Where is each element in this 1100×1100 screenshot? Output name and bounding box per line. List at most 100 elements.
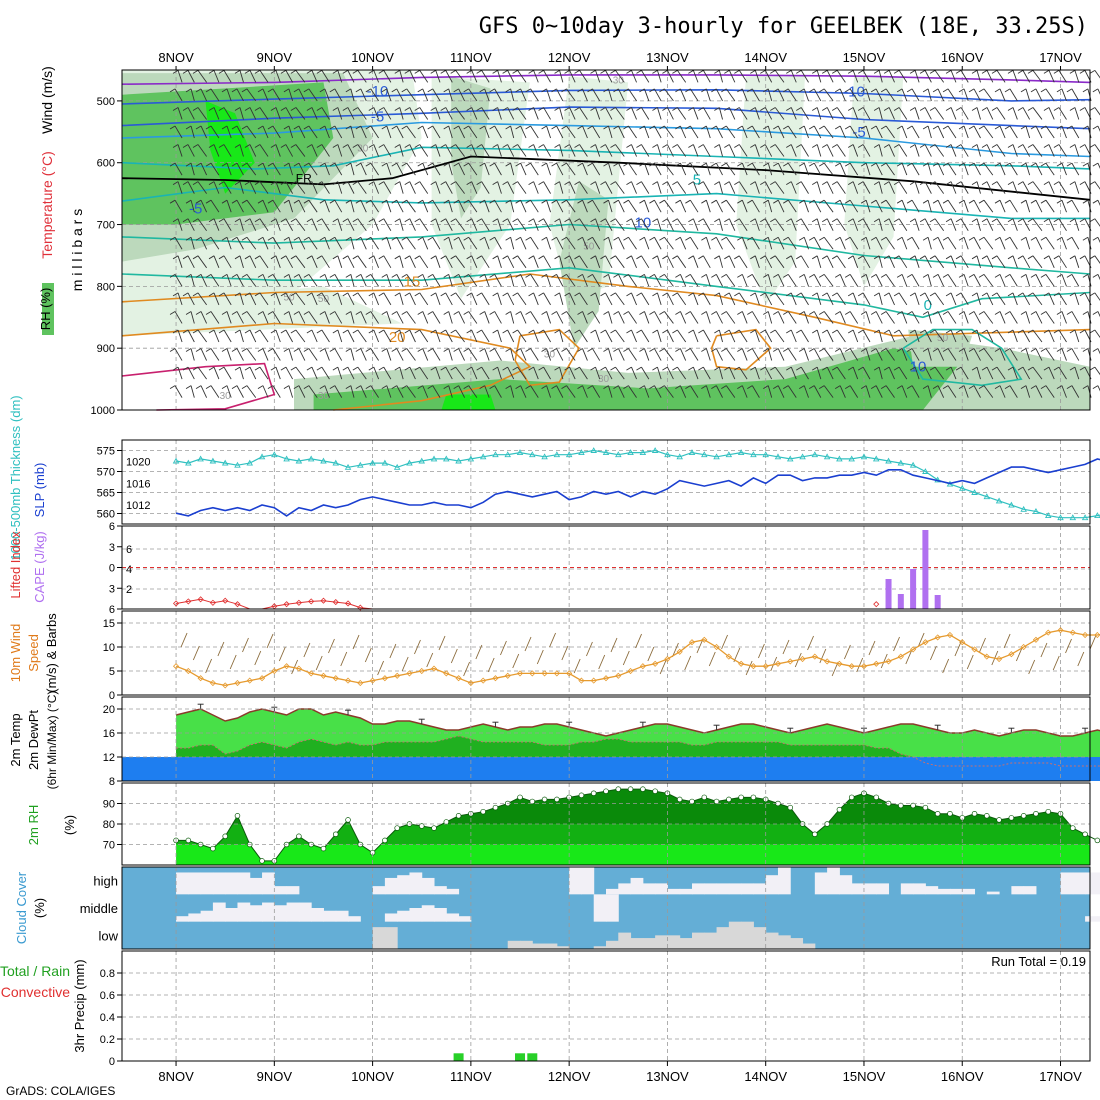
wind-barb xyxy=(303,88,310,93)
wind-barb xyxy=(654,199,662,213)
wind-barb xyxy=(986,292,994,306)
wind-barb xyxy=(283,385,290,390)
wind-barb xyxy=(270,255,277,260)
wind-barb xyxy=(1071,348,1080,361)
wind-barb xyxy=(319,385,326,390)
wind-barb xyxy=(978,385,985,390)
wind-10m-barb xyxy=(217,641,225,657)
wind-barb xyxy=(1035,348,1043,361)
wind-barb xyxy=(295,107,306,120)
wind-barb xyxy=(751,348,760,361)
wind-barb xyxy=(505,385,511,390)
thickness-point xyxy=(221,459,229,466)
wind-barbs xyxy=(169,69,1100,398)
wind-barb xyxy=(409,292,416,306)
wind-barb xyxy=(991,69,998,74)
wind-barb xyxy=(880,385,887,390)
wind-barb xyxy=(360,162,367,176)
wind-barb xyxy=(223,292,232,306)
wind-barb xyxy=(172,144,179,148)
wind-barb xyxy=(1017,69,1024,74)
wind-10m-barb xyxy=(315,655,323,671)
wind-barb xyxy=(432,125,441,139)
rh-point xyxy=(259,858,265,864)
wind-10m-barb xyxy=(512,653,520,669)
wind-barb xyxy=(466,218,472,223)
wind-barb xyxy=(1089,366,1096,371)
wind-barb xyxy=(885,162,895,176)
wind-barb xyxy=(932,236,939,241)
rh-point xyxy=(529,798,536,805)
wind-barb xyxy=(383,218,392,231)
wind-barb xyxy=(213,107,220,120)
wind-barb xyxy=(983,311,994,324)
wind-barb xyxy=(942,311,949,315)
wind-barb xyxy=(577,273,583,278)
wind-barb xyxy=(873,255,880,260)
wind-barb xyxy=(754,181,760,194)
wind-barb xyxy=(860,311,867,315)
wind-barb xyxy=(1009,311,1018,324)
wind-barb xyxy=(763,88,769,93)
thickness-point xyxy=(651,447,659,453)
wind-tick-label: 0 xyxy=(109,690,115,702)
wind-barb xyxy=(396,162,404,176)
wind-barb xyxy=(690,88,699,102)
wind-barb xyxy=(816,255,822,268)
wind-barb xyxy=(577,348,583,352)
wind-barb xyxy=(986,366,994,380)
wind-barb xyxy=(767,348,773,361)
wind-barb xyxy=(1092,311,1099,315)
wind-barb xyxy=(280,218,287,223)
cloud-bar-low xyxy=(728,921,742,949)
wind-barb xyxy=(332,292,339,297)
wind-barb xyxy=(741,348,748,361)
wind-barb xyxy=(909,292,916,297)
wind-barb xyxy=(605,292,613,306)
wind-barb xyxy=(417,385,423,390)
wind-barb xyxy=(973,385,981,398)
cloud-bar-high xyxy=(237,872,251,895)
wind-barb xyxy=(626,107,632,111)
wind-barb xyxy=(190,162,195,176)
wind-barb xyxy=(1040,199,1047,204)
wind-barb xyxy=(244,144,251,148)
wind-barb xyxy=(321,70,330,83)
wind-barb xyxy=(448,274,453,287)
wind-barb xyxy=(1058,366,1067,380)
wind-barb xyxy=(725,237,736,250)
wind-barb xyxy=(538,69,544,74)
wind-speed-point xyxy=(566,670,573,677)
wind-barb xyxy=(659,125,665,130)
wind-barb xyxy=(1079,255,1086,260)
wind-barb xyxy=(760,107,766,111)
wind-barb xyxy=(295,218,306,231)
wind-barb xyxy=(443,348,449,352)
wind-barb xyxy=(213,218,220,231)
wind-barb xyxy=(1009,199,1018,213)
wind-barb xyxy=(190,125,195,139)
wind-barb xyxy=(208,292,215,297)
wind-barb xyxy=(169,348,176,352)
wind-barb xyxy=(543,329,551,343)
wind-barb xyxy=(502,329,508,334)
wind-barb xyxy=(800,329,809,343)
wind-barb xyxy=(639,348,645,352)
wind-10m-barb xyxy=(942,658,950,674)
temp-contour xyxy=(121,223,1091,275)
wind-barb xyxy=(357,366,367,380)
wind-barb xyxy=(324,348,330,361)
wind-barb xyxy=(352,107,359,111)
wind-barb xyxy=(649,199,655,204)
wind-barb xyxy=(1066,199,1073,204)
wind-barb xyxy=(515,125,521,130)
wind-barb xyxy=(272,125,281,139)
wind-10m-barb xyxy=(1077,651,1085,667)
wind-barb xyxy=(893,366,900,371)
wind-barb xyxy=(777,348,785,361)
rh-point xyxy=(971,810,978,817)
wind-barb xyxy=(796,144,802,148)
wind-barb xyxy=(494,311,502,324)
lifted-index-point xyxy=(873,601,880,608)
